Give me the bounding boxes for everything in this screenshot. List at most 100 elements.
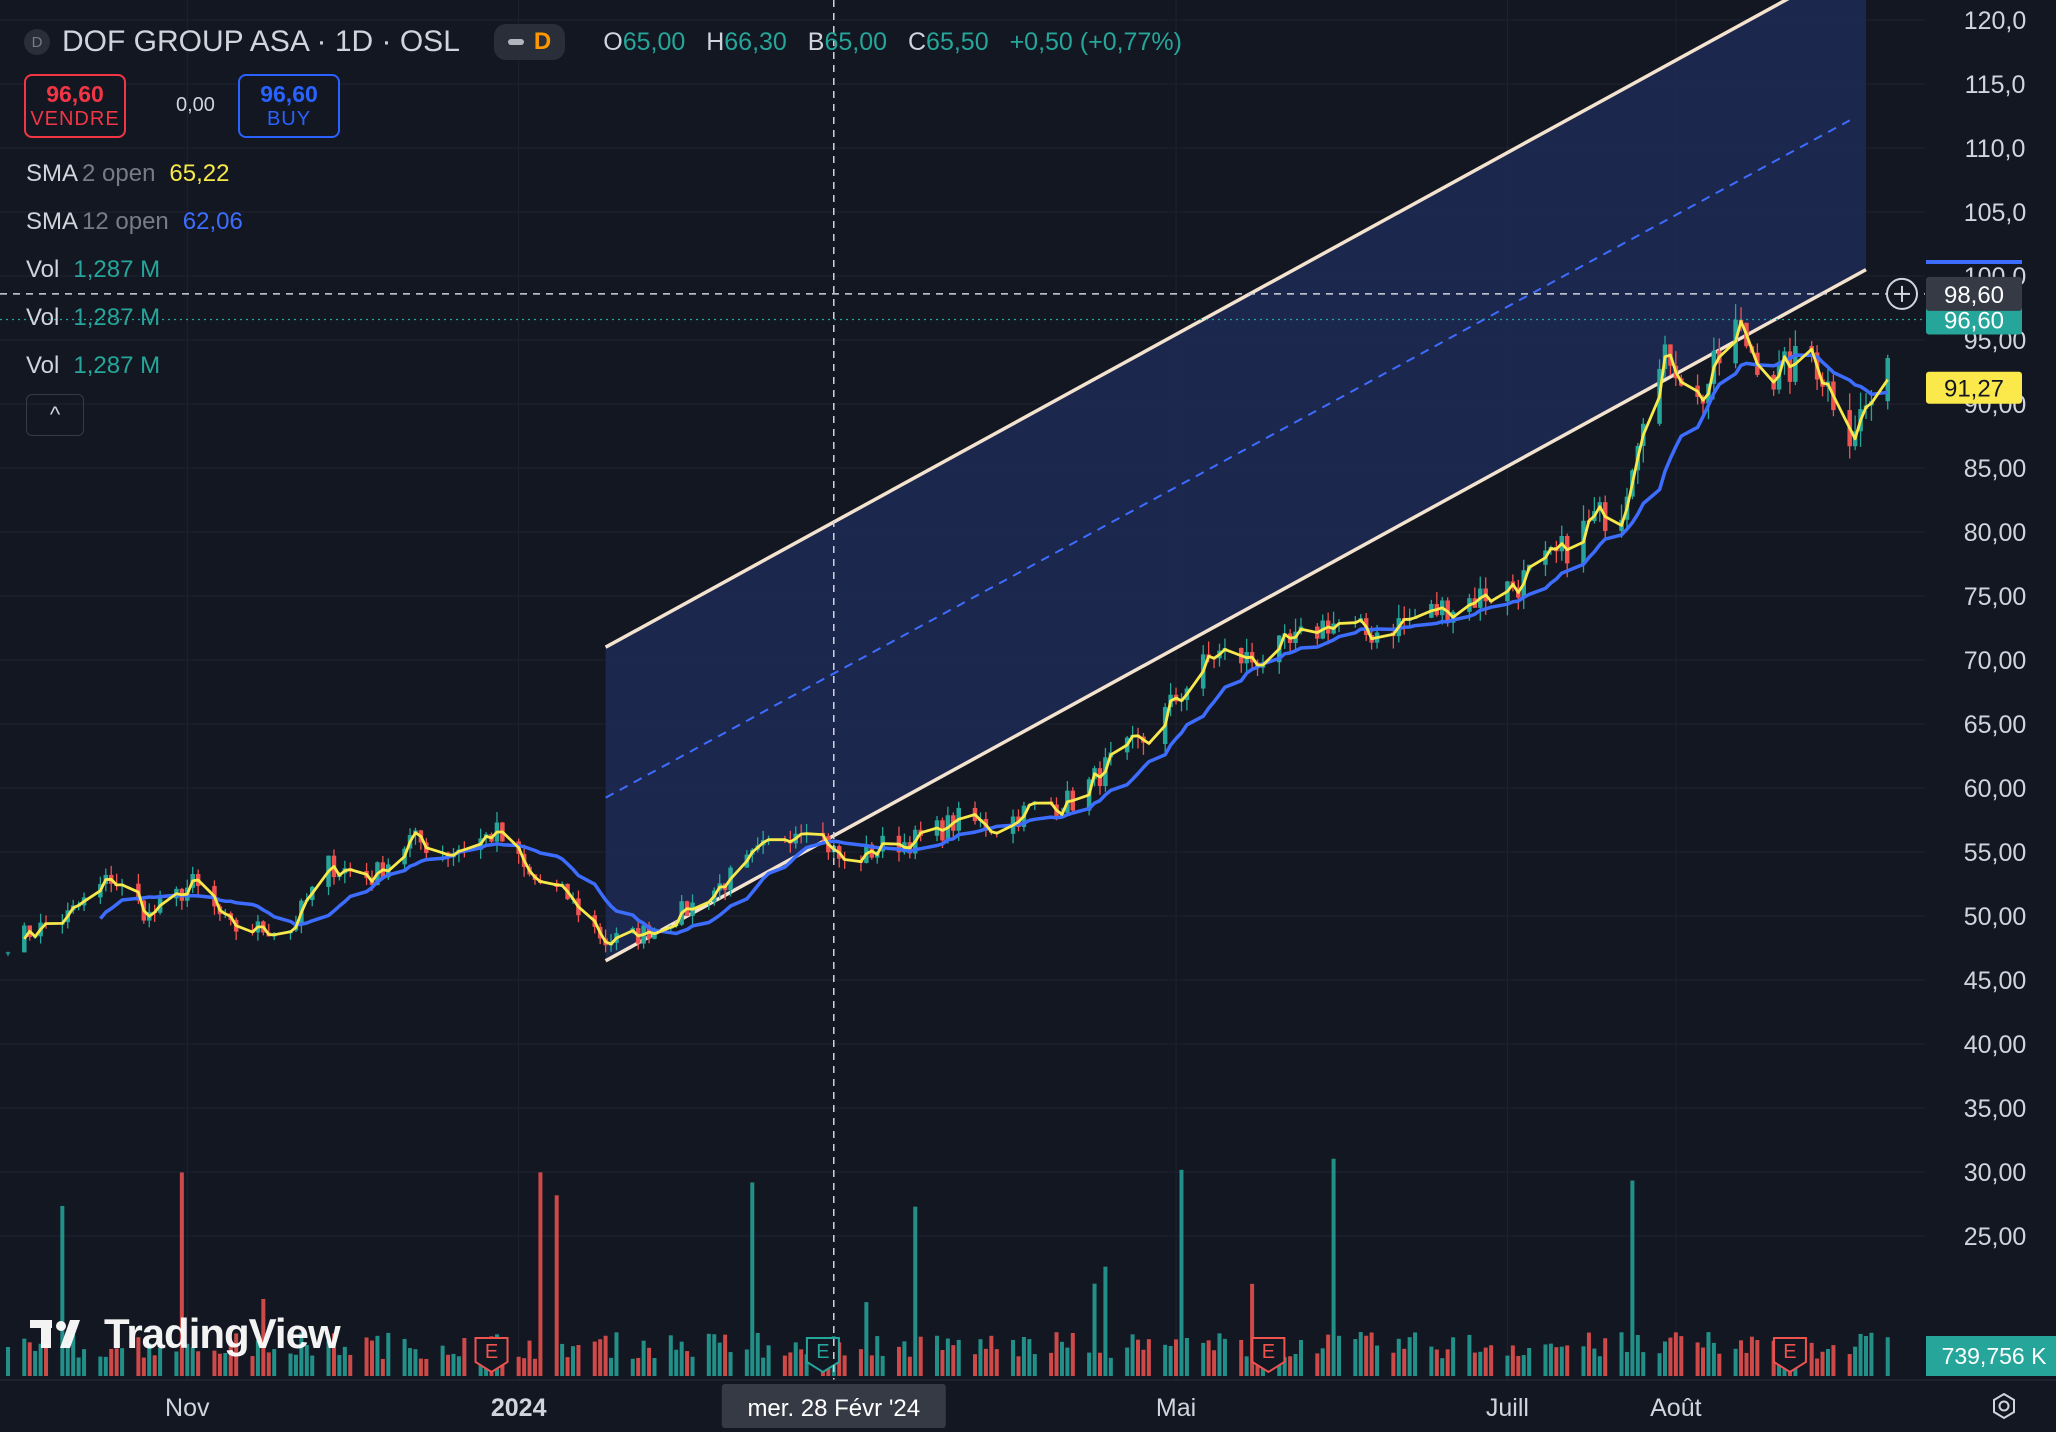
volume-bar [896, 1346, 901, 1376]
volume-bar [902, 1341, 907, 1376]
price-axis-label: 60,00 [1964, 775, 2027, 803]
volume-bar [1032, 1354, 1037, 1376]
volume-bar [1402, 1348, 1407, 1376]
volume-bar [1288, 1356, 1293, 1376]
indicator-value: 1,287 M [73, 304, 161, 331]
price-axis-label: 85,00 [1964, 455, 2027, 483]
earnings-marker-icon [805, 1337, 840, 1374]
volume-bar [1364, 1335, 1369, 1376]
volume-bar [614, 1332, 619, 1376]
volume-bar [1136, 1339, 1141, 1376]
collapse-legend-button[interactable]: ^ [26, 394, 84, 436]
volume-bar [592, 1341, 597, 1376]
volume-bar [1282, 1357, 1287, 1376]
sell-button[interactable]: 96,60 VENDRE [24, 74, 126, 138]
volume-bar [875, 1336, 880, 1376]
volume-bar [723, 1334, 728, 1376]
volume-bar [179, 1172, 184, 1376]
price-axis-label: 35,00 [1964, 1095, 2027, 1123]
volume-bar [571, 1346, 576, 1376]
volume-bar [1250, 1283, 1255, 1376]
volume-bar [1603, 1338, 1608, 1376]
indicator-vol-3[interactable]: Vol 1,287 M [26, 352, 160, 380]
volume-bar [1331, 1158, 1336, 1376]
earnings-marker-letter: E [816, 1341, 829, 1363]
indicator-sma-2[interactable]: SMA 2 open 65,22 [26, 160, 229, 188]
price-axis-label: 30,00 [1964, 1159, 2027, 1187]
volume-bar [1168, 1346, 1173, 1376]
sma-2-line [23, 319, 1889, 946]
volume-bar [65, 1344, 70, 1376]
volume-bar [223, 1353, 228, 1376]
volume-bar [1858, 1333, 1863, 1376]
volume-bar [82, 1349, 87, 1376]
indicator-vol-1[interactable]: Vol 1,287 M [26, 256, 160, 284]
volume-bar [1565, 1345, 1570, 1376]
volume-bar [1662, 1341, 1667, 1376]
indicator-name: SMA [26, 208, 79, 235]
volume-bar [456, 1356, 461, 1376]
volume-bar [1467, 1334, 1472, 1376]
volume-bar [782, 1355, 787, 1376]
volume-bar [565, 1357, 570, 1376]
earnings-marker-icon [1251, 1337, 1286, 1374]
settings-gear-icon[interactable] [1990, 1392, 2018, 1420]
volume-bar [1244, 1356, 1249, 1376]
volume-bar [120, 1348, 125, 1376]
volume-bar [728, 1352, 733, 1376]
volume-bar [989, 1335, 994, 1376]
volume-bar [402, 1338, 407, 1376]
volume-bar [1635, 1335, 1640, 1376]
tradingview-mark-icon [30, 1320, 80, 1348]
time-axis-label: Juill [1486, 1394, 1529, 1422]
crosshair-price-badge-bg [1926, 276, 2022, 311]
indicator-params: 2 open [82, 160, 156, 187]
volume-bar [560, 1343, 565, 1376]
volume-bar [1016, 1356, 1021, 1376]
volume-bar [668, 1335, 673, 1376]
volume-bar [685, 1351, 690, 1376]
volume-bar [1472, 1352, 1477, 1376]
price-axis-label: 55,00 [1964, 839, 2027, 867]
volume-bar [647, 1347, 652, 1376]
volume-bar [185, 1343, 190, 1376]
volume-bar [1853, 1346, 1858, 1376]
sell-price: 96,60 [46, 81, 104, 107]
buy-button[interactable]: 96,60 BUY [238, 74, 340, 138]
indicator-value: 65,22 [169, 160, 230, 187]
volume-bar [228, 1341, 233, 1376]
volume-bar [527, 1340, 532, 1376]
volume-bar [141, 1357, 146, 1376]
volume-bar [1510, 1345, 1515, 1376]
volume-bar [1391, 1352, 1396, 1376]
volume-bar [1315, 1353, 1320, 1376]
volume-bar [266, 1352, 271, 1376]
volume-bar [337, 1354, 342, 1376]
buy-price: 96,60 [260, 81, 318, 107]
volume-bar [1174, 1339, 1179, 1376]
volume-bar [22, 1338, 27, 1376]
market-status-pill[interactable]: D [493, 24, 566, 60]
volume-bar [983, 1348, 988, 1376]
indicator-sma-12[interactable]: SMA 12 open 62,06 [26, 208, 243, 236]
volume-bar [152, 1355, 157, 1376]
volume-bar [158, 1348, 163, 1376]
indicator-vol-2[interactable]: Vol 1,287 M [26, 304, 160, 332]
high-value: 66,30 [724, 27, 787, 56]
time-axis-label: Nov [165, 1394, 210, 1422]
earnings-marker-icon [1772, 1337, 1807, 1374]
volume-bar [71, 1334, 76, 1376]
volume-bar [27, 1342, 32, 1376]
volume-bar [76, 1357, 81, 1376]
volume-bar [451, 1353, 456, 1376]
symbol-title[interactable]: DOF GROUP ASA · 1D · OSL [62, 25, 460, 58]
volume-bar [956, 1339, 961, 1376]
volume-bar [1206, 1340, 1211, 1376]
volume-bar [299, 1332, 304, 1376]
indicator-value: 1,287 M [73, 352, 161, 379]
volume-bar [1559, 1346, 1564, 1376]
volume-bar [1027, 1339, 1032, 1376]
volume-bar [136, 1337, 141, 1376]
volume-bar [1092, 1283, 1097, 1376]
